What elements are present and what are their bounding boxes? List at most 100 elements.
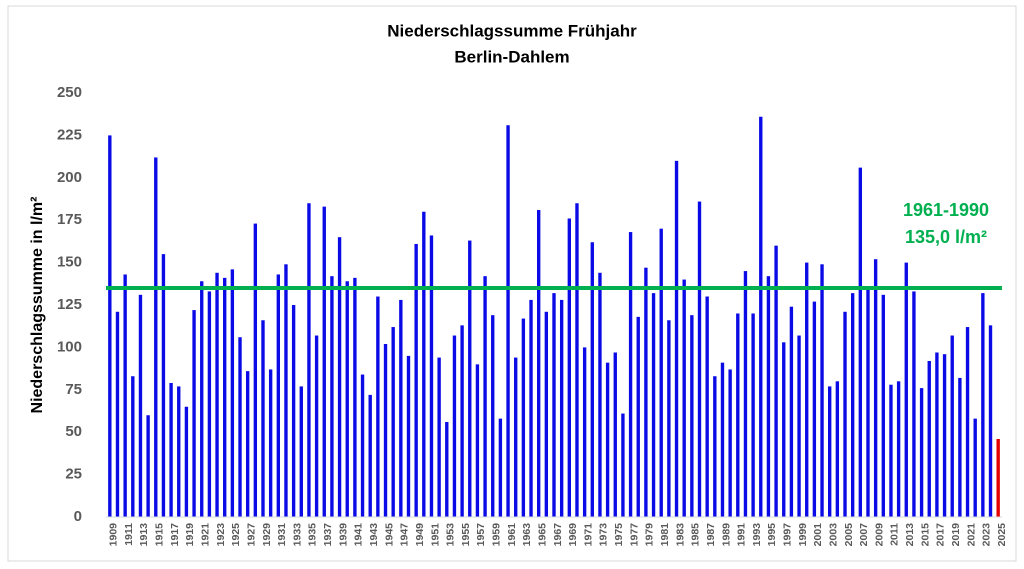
- x-tick-label: 1925: [230, 523, 242, 547]
- x-tick-label: 1931: [276, 523, 288, 547]
- bar: [613, 352, 617, 517]
- bar: [161, 254, 166, 517]
- y-tick-label: 225: [57, 126, 82, 143]
- bar: [904, 262, 908, 517]
- bar: [506, 125, 510, 517]
- bar: [108, 135, 112, 517]
- bar: [743, 271, 748, 517]
- x-tick-label: 1919: [184, 523, 196, 547]
- x-tick-label: 1917: [169, 523, 181, 547]
- bar: [605, 362, 610, 517]
- x-tick-label: 2011: [889, 523, 901, 546]
- x-tick-label: 1967: [552, 523, 564, 547]
- bar: [812, 301, 817, 517]
- y-tick-label: 25: [65, 466, 82, 483]
- bar: [697, 201, 702, 517]
- bar: [674, 160, 679, 517]
- bar: [582, 347, 587, 517]
- chart-title: Niederschlagssumme Frühjahr: [387, 21, 637, 40]
- bar: [452, 335, 457, 517]
- bar: [429, 235, 434, 518]
- reference-label: 1961-1990: [903, 200, 989, 220]
- x-tick-label: 1961: [506, 523, 518, 547]
- x-tick-label: 1983: [674, 523, 686, 547]
- bar: [368, 394, 372, 517]
- x-tick-label: 1985: [690, 523, 702, 547]
- bar: [169, 383, 173, 517]
- bar: [667, 320, 671, 517]
- x-tick-label: 1973: [598, 523, 610, 547]
- x-tick-label: 1963: [521, 523, 533, 547]
- bar: [475, 364, 480, 517]
- x-tick-label: 1921: [200, 523, 212, 547]
- bar: [805, 262, 809, 517]
- x-tick-label: 1947: [399, 523, 411, 547]
- bar: [261, 320, 265, 517]
- x-tick-label: 1951: [429, 523, 441, 547]
- x-tick-label: 1991: [736, 523, 748, 547]
- y-axis-label: Niederschlagssumme in l/m²: [29, 197, 46, 414]
- x-tick-label: 1941: [353, 523, 365, 547]
- bar: [322, 206, 326, 517]
- bar: [797, 335, 801, 517]
- bar: [353, 277, 357, 517]
- x-tick-label: 1923: [215, 523, 227, 547]
- bar: [376, 296, 380, 517]
- bar: [843, 311, 847, 517]
- x-tick-label: 1945: [383, 523, 395, 547]
- bar: [973, 418, 977, 517]
- bar: [437, 357, 441, 517]
- bar: [690, 315, 694, 517]
- bar: [529, 299, 533, 517]
- bar: [942, 354, 947, 517]
- x-tick-label: 2023: [981, 523, 993, 547]
- bar: [491, 315, 495, 517]
- bar: [383, 344, 388, 517]
- bar: [981, 293, 985, 517]
- bar: [544, 311, 549, 517]
- bar: [889, 384, 893, 517]
- bar: [200, 281, 204, 517]
- bar: [223, 277, 227, 517]
- x-tick-label: 1971: [582, 523, 594, 547]
- bar: [866, 289, 870, 517]
- x-tick-label: 1953: [445, 523, 457, 547]
- x-tick-label: 1969: [567, 523, 579, 547]
- x-tick-label: 1993: [751, 523, 763, 547]
- x-tick-label: 2009: [873, 523, 885, 547]
- x-tick-label: 1937: [322, 523, 334, 547]
- bar: [820, 264, 824, 517]
- bar: [789, 306, 794, 517]
- bar: [621, 413, 625, 517]
- bar: [598, 272, 602, 517]
- bar: [215, 272, 219, 517]
- bar: [337, 237, 342, 517]
- bar: [766, 276, 771, 517]
- bar: [154, 157, 158, 517]
- bar: [751, 313, 755, 517]
- bar: [230, 269, 235, 517]
- x-tick-label: 1949: [414, 523, 426, 547]
- bar: [536, 210, 541, 518]
- y-tick-label: 200: [57, 169, 82, 186]
- reference-value-label: 135,0 l/m²: [905, 227, 987, 247]
- bar: [782, 342, 786, 517]
- bar: [307, 203, 311, 518]
- bar: [391, 327, 395, 517]
- bar: [636, 316, 640, 517]
- bar: [720, 362, 725, 517]
- bar: [628, 232, 633, 517]
- bar: [935, 352, 939, 517]
- bar: [207, 291, 212, 517]
- x-tick-label: 1965: [536, 523, 548, 547]
- y-tick-label: 150: [57, 254, 82, 271]
- x-tick-label: 2001: [812, 523, 824, 547]
- x-tick-label: 1979: [644, 523, 656, 547]
- bar: [299, 386, 303, 517]
- bar: [552, 293, 556, 517]
- bar: [184, 406, 189, 517]
- bar: [146, 415, 150, 517]
- bar: [896, 381, 901, 517]
- bar: [659, 228, 663, 517]
- x-tick-label: 2013: [904, 523, 916, 547]
